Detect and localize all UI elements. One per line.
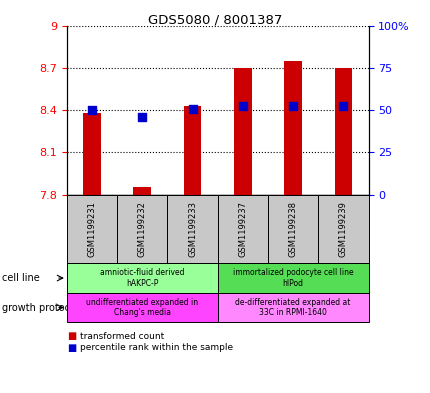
Text: growth protocol: growth protocol: [2, 303, 79, 312]
Bar: [233, 68, 251, 195]
Text: GSM1199231: GSM1199231: [87, 201, 96, 257]
Text: GSM1199239: GSM1199239: [338, 201, 347, 257]
Text: GSM1199238: GSM1199238: [288, 201, 297, 257]
Text: ■: ■: [67, 331, 76, 341]
Text: cell line: cell line: [2, 273, 40, 283]
Point: [289, 103, 296, 109]
Bar: [83, 113, 101, 195]
Bar: [183, 106, 201, 195]
Text: ■: ■: [67, 343, 76, 353]
Text: transformed count: transformed count: [80, 332, 163, 340]
Point: [138, 114, 145, 120]
Point: [189, 105, 196, 112]
Text: percentile rank within the sample: percentile rank within the sample: [80, 343, 232, 352]
Text: undifferentiated expanded in
Chang's media: undifferentiated expanded in Chang's med…: [86, 298, 198, 317]
Text: GDS5080 / 8001387: GDS5080 / 8001387: [148, 14, 282, 27]
Text: amniotic-fluid derived
hAKPC-P: amniotic-fluid derived hAKPC-P: [100, 268, 184, 288]
Text: immortalized podocyte cell line
hIPod: immortalized podocyte cell line hIPod: [232, 268, 353, 288]
Text: GSM1199232: GSM1199232: [138, 201, 146, 257]
Text: GSM1199233: GSM1199233: [187, 201, 197, 257]
Text: de-differentiated expanded at
33C in RPMI-1640: de-differentiated expanded at 33C in RPM…: [235, 298, 350, 317]
Point: [339, 103, 346, 109]
Bar: [334, 68, 351, 195]
Text: GSM1199237: GSM1199237: [238, 201, 247, 257]
Point: [88, 107, 95, 113]
Point: [239, 103, 246, 109]
Bar: [133, 187, 150, 195]
Bar: [284, 61, 301, 195]
